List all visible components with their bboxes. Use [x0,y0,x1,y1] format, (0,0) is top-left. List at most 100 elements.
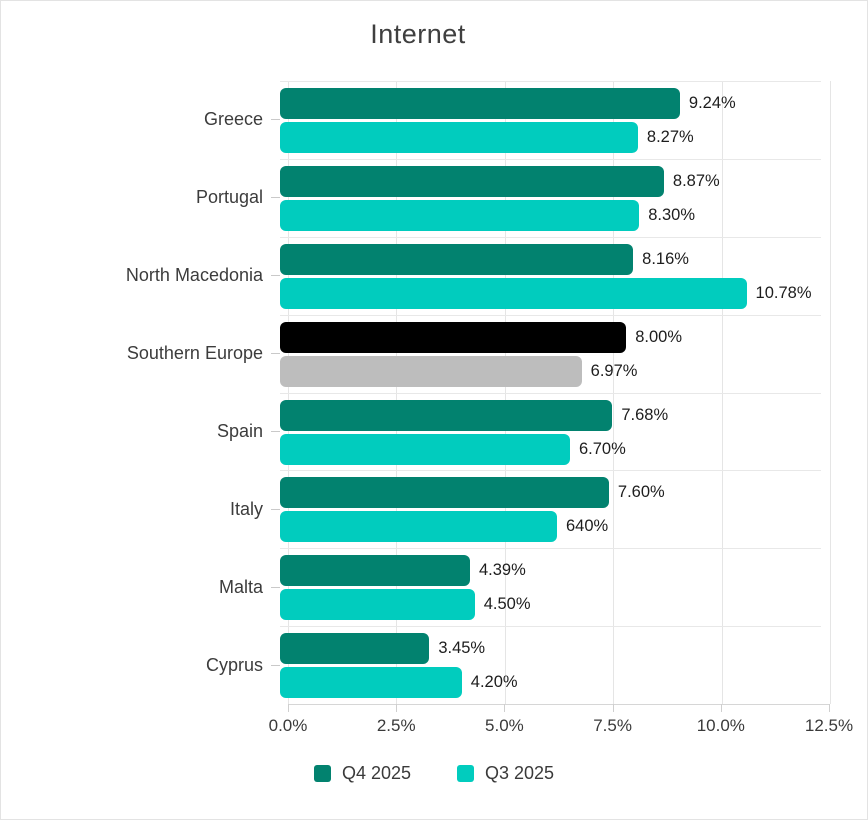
chart-title: Internet [370,19,466,49]
legend-item-q3-2025[interactable]: Q3 2025 [457,763,554,784]
bar-q4-2025[interactable] [280,633,430,665]
bar-q4-2025[interactable] [280,399,613,431]
y-axis-tick-mark [271,119,280,121]
bar-q3-2025[interactable] [280,277,747,309]
legend: Q4 2025 Q3 2025 [1,763,867,784]
y-axis-tick-mark [271,275,280,277]
bar-group-north-macedonia: North Macedonia 8.16% 10.78% [1,236,867,315]
plot-cell: 8.00% 6.97% [280,314,821,393]
plot-cell: 9.24% 8.27% [280,81,821,159]
bar-q4-2025[interactable] [280,165,664,197]
x-axis-tick-mark [829,704,830,712]
bar-q4-2025[interactable] [280,321,627,353]
bar-line: 4.50% [280,589,860,621]
legend-label: Q3 2025 [485,763,555,783]
bar-q3-2025[interactable] [280,433,570,465]
bar-q4-2025[interactable] [280,243,634,275]
bar-value-label: 8.30% [648,205,696,224]
bar-value-label: 8.27% [646,128,694,146]
x-axis-line [288,704,830,705]
plot-cell: 8.87% 8.30% [280,158,821,237]
plot-cell: 7.68% 6.70% [280,392,821,471]
category-label: Italy [229,498,263,519]
bar-line: 6.97% [280,355,860,387]
legend-swatch-icon [313,765,331,782]
bar-line: 4.20% [280,667,860,699]
y-axis-tick-mark [271,586,280,588]
bar-line: 6.70% [280,433,860,465]
x-axis-tick-mark [288,704,289,712]
bar-group-malta: Malta 4.39% 4.50% [1,548,867,626]
bar-group-italy: Italy 7.60% 640% [1,470,867,548]
bar-value-label: 9.24% [688,94,736,112]
bar-line: 8.00% [280,321,860,353]
legend-item-q4-2025[interactable]: Q4 2025 [313,763,411,784]
category-label: Malta [218,576,263,597]
category-label: Spain [216,420,263,441]
x-axis-tick-label: 7.5% [593,716,632,735]
bar-value-label: 7.68% [621,405,669,424]
category-label: Southern Europe [126,343,263,364]
bar-line: 3.45% [280,633,860,665]
bar-group-cyprus: Cyprus 3.45% 4.20% [1,626,867,704]
plot-cell: 3.45% 4.20% [280,626,821,704]
x-axis-tick-label: 0.0% [268,716,308,735]
bar-q3-2025[interactable] [280,199,640,231]
x-axis-tick-mark [720,704,722,712]
x-axis-tick-label: 12.5% [804,716,854,735]
legend-swatch-icon [457,765,474,782]
y-axis-tick-mark [271,664,280,666]
x-axis-tick-mark [612,704,614,712]
bar-value-label: 4.39% [478,561,526,580]
bar-line: 7.68% [280,399,860,431]
legend-label: Q4 2025 [341,763,411,783]
bar-q3-2025[interactable] [280,667,462,699]
plot-cell: 7.60% 640% [280,470,821,548]
bar-q3-2025[interactable] [280,511,557,543]
bar-line: 8.30% [280,199,860,231]
y-axis-tick-mark [271,430,280,432]
plot-cell: 4.39% 4.50% [280,548,821,626]
category-label: Portugal [195,187,263,208]
x-axis-tick-mark [396,704,398,712]
bar-line: 10.78% [280,277,860,309]
bar-group-greece: Greece 9.24% 8.27% [1,81,867,159]
bar-group-portugal: Portugal 8.87% 8.30% [1,158,867,237]
x-axis-tick-label: 5.0% [485,716,524,735]
bar-q4-2025[interactable] [280,555,470,587]
bar-q3-2025[interactable] [280,589,475,621]
bar-line: 8.27% [280,122,860,153]
bar-q3-2025[interactable] [280,355,582,387]
bar-value-label: 7.60% [617,483,665,502]
bar-line: 7.60% [280,477,860,509]
bar-value-label: 8.00% [635,327,683,346]
y-axis-tick-mark [271,197,280,199]
y-axis-tick-mark [271,508,280,510]
bar-value-label: 8.16% [642,249,689,268]
bar-line: 640% [280,511,860,543]
bar-line: 4.39% [280,555,860,587]
category-label: North Macedonia [125,265,263,286]
bar-value-label: 3.45% [438,639,486,658]
x-axis-tick-mark [504,704,506,712]
bar-value-label: 4.20% [470,673,518,692]
category-label: Cyprus [205,654,263,675]
bar-q4-2025[interactable] [280,477,609,509]
bar-value-label: 4.50% [483,595,531,614]
bar-value-label: 640% [565,517,609,536]
bar-value-label: 10.78% [755,283,812,302]
x-axis-tick-label: 2.5% [376,716,416,735]
bar-line: 9.24% [280,88,860,119]
bar-rows: Greece 9.24% 8.27% Portugal 8.87% 8.30% North … [1,81,867,704]
x-axis-tick-label: 10.0% [696,716,745,735]
bar-group-southern-europe: Southern Europe 8.00% 6.97% [1,314,867,393]
category-label: Greece [203,109,263,130]
bar-q3-2025[interactable] [280,122,638,153]
bar-q4-2025[interactable] [280,88,680,119]
bar-line: 8.16% [280,243,860,275]
bar-group-spain: Spain 7.68% 6.70% [1,392,867,471]
gridline [830,81,831,704]
y-axis-tick-mark [271,353,280,355]
bar-value-label: 6.97% [590,361,638,380]
